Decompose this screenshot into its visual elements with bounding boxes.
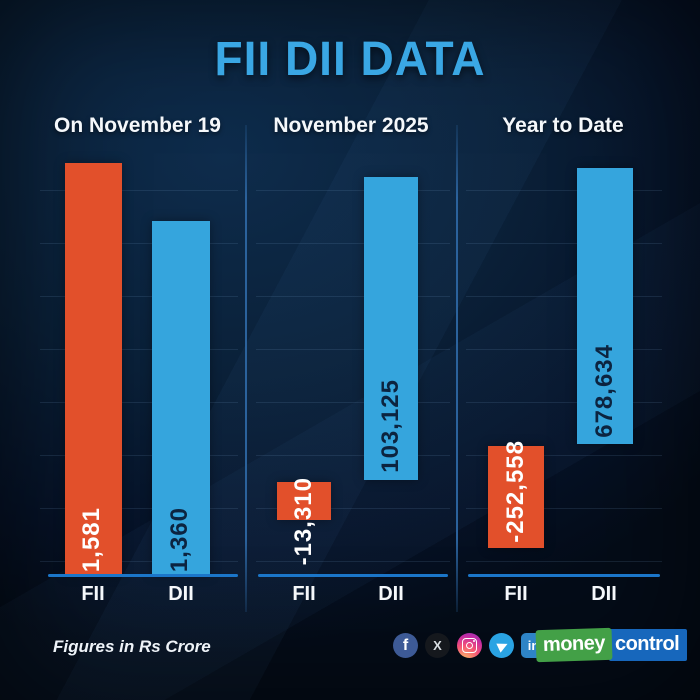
x-glyph: X [433, 638, 442, 653]
telegram-icon[interactable] [489, 633, 514, 658]
panel-divider-2 [456, 125, 458, 612]
bar-dii [152, 221, 210, 575]
x-twitter-icon[interactable]: X [425, 633, 450, 658]
category-label-dii: DII [168, 583, 194, 605]
value-label-fii: -252,558 [502, 440, 529, 543]
category-label-dii: DII [591, 583, 617, 605]
x-axis [258, 574, 448, 577]
social-icons-row: f X in [393, 633, 546, 658]
camera-flash-dot [473, 640, 475, 642]
paper-plane-icon [495, 638, 510, 653]
category-label-fii: FII [81, 583, 105, 605]
category-label-dii: DII [378, 583, 404, 605]
panel-title: November 2025 [273, 114, 429, 137]
category-label-fii: FII [292, 583, 316, 605]
figures-unit-note: Figures in Rs Crore [53, 637, 211, 656]
bar-dii [364, 177, 418, 480]
camera-icon [462, 638, 477, 653]
value-label-dii: 103,125 [377, 379, 404, 473]
bar-fii [277, 482, 331, 520]
linkedin-glyph: in [527, 638, 540, 653]
facebook-icon[interactable]: f [393, 633, 418, 658]
moneycontrol-logo[interactable]: money control [535, 627, 688, 663]
value-label-fii: 1,581 [78, 506, 105, 572]
bar-fii [488, 446, 544, 548]
camera-lens [466, 642, 474, 650]
category-label-fii: FII [504, 583, 528, 605]
value-label-dii: 1,360 [166, 506, 193, 572]
logo-money-part: money [535, 627, 613, 663]
panel-title: On November 19 [54, 114, 221, 137]
panel-divider-1 [245, 125, 247, 612]
value-label-fii: -13,310 [290, 476, 317, 565]
x-axis [48, 574, 238, 577]
x-axis [468, 574, 660, 577]
facebook-glyph: f [402, 636, 409, 654]
logo-control-part: control [608, 629, 688, 661]
page-title: FII DII DATA [214, 33, 486, 86]
bar-dii [577, 168, 633, 444]
instagram-icon[interactable] [457, 633, 482, 658]
panel-title: Year to Date [502, 114, 624, 137]
bar-fii [65, 163, 122, 575]
value-label-dii: 678,634 [591, 344, 618, 438]
